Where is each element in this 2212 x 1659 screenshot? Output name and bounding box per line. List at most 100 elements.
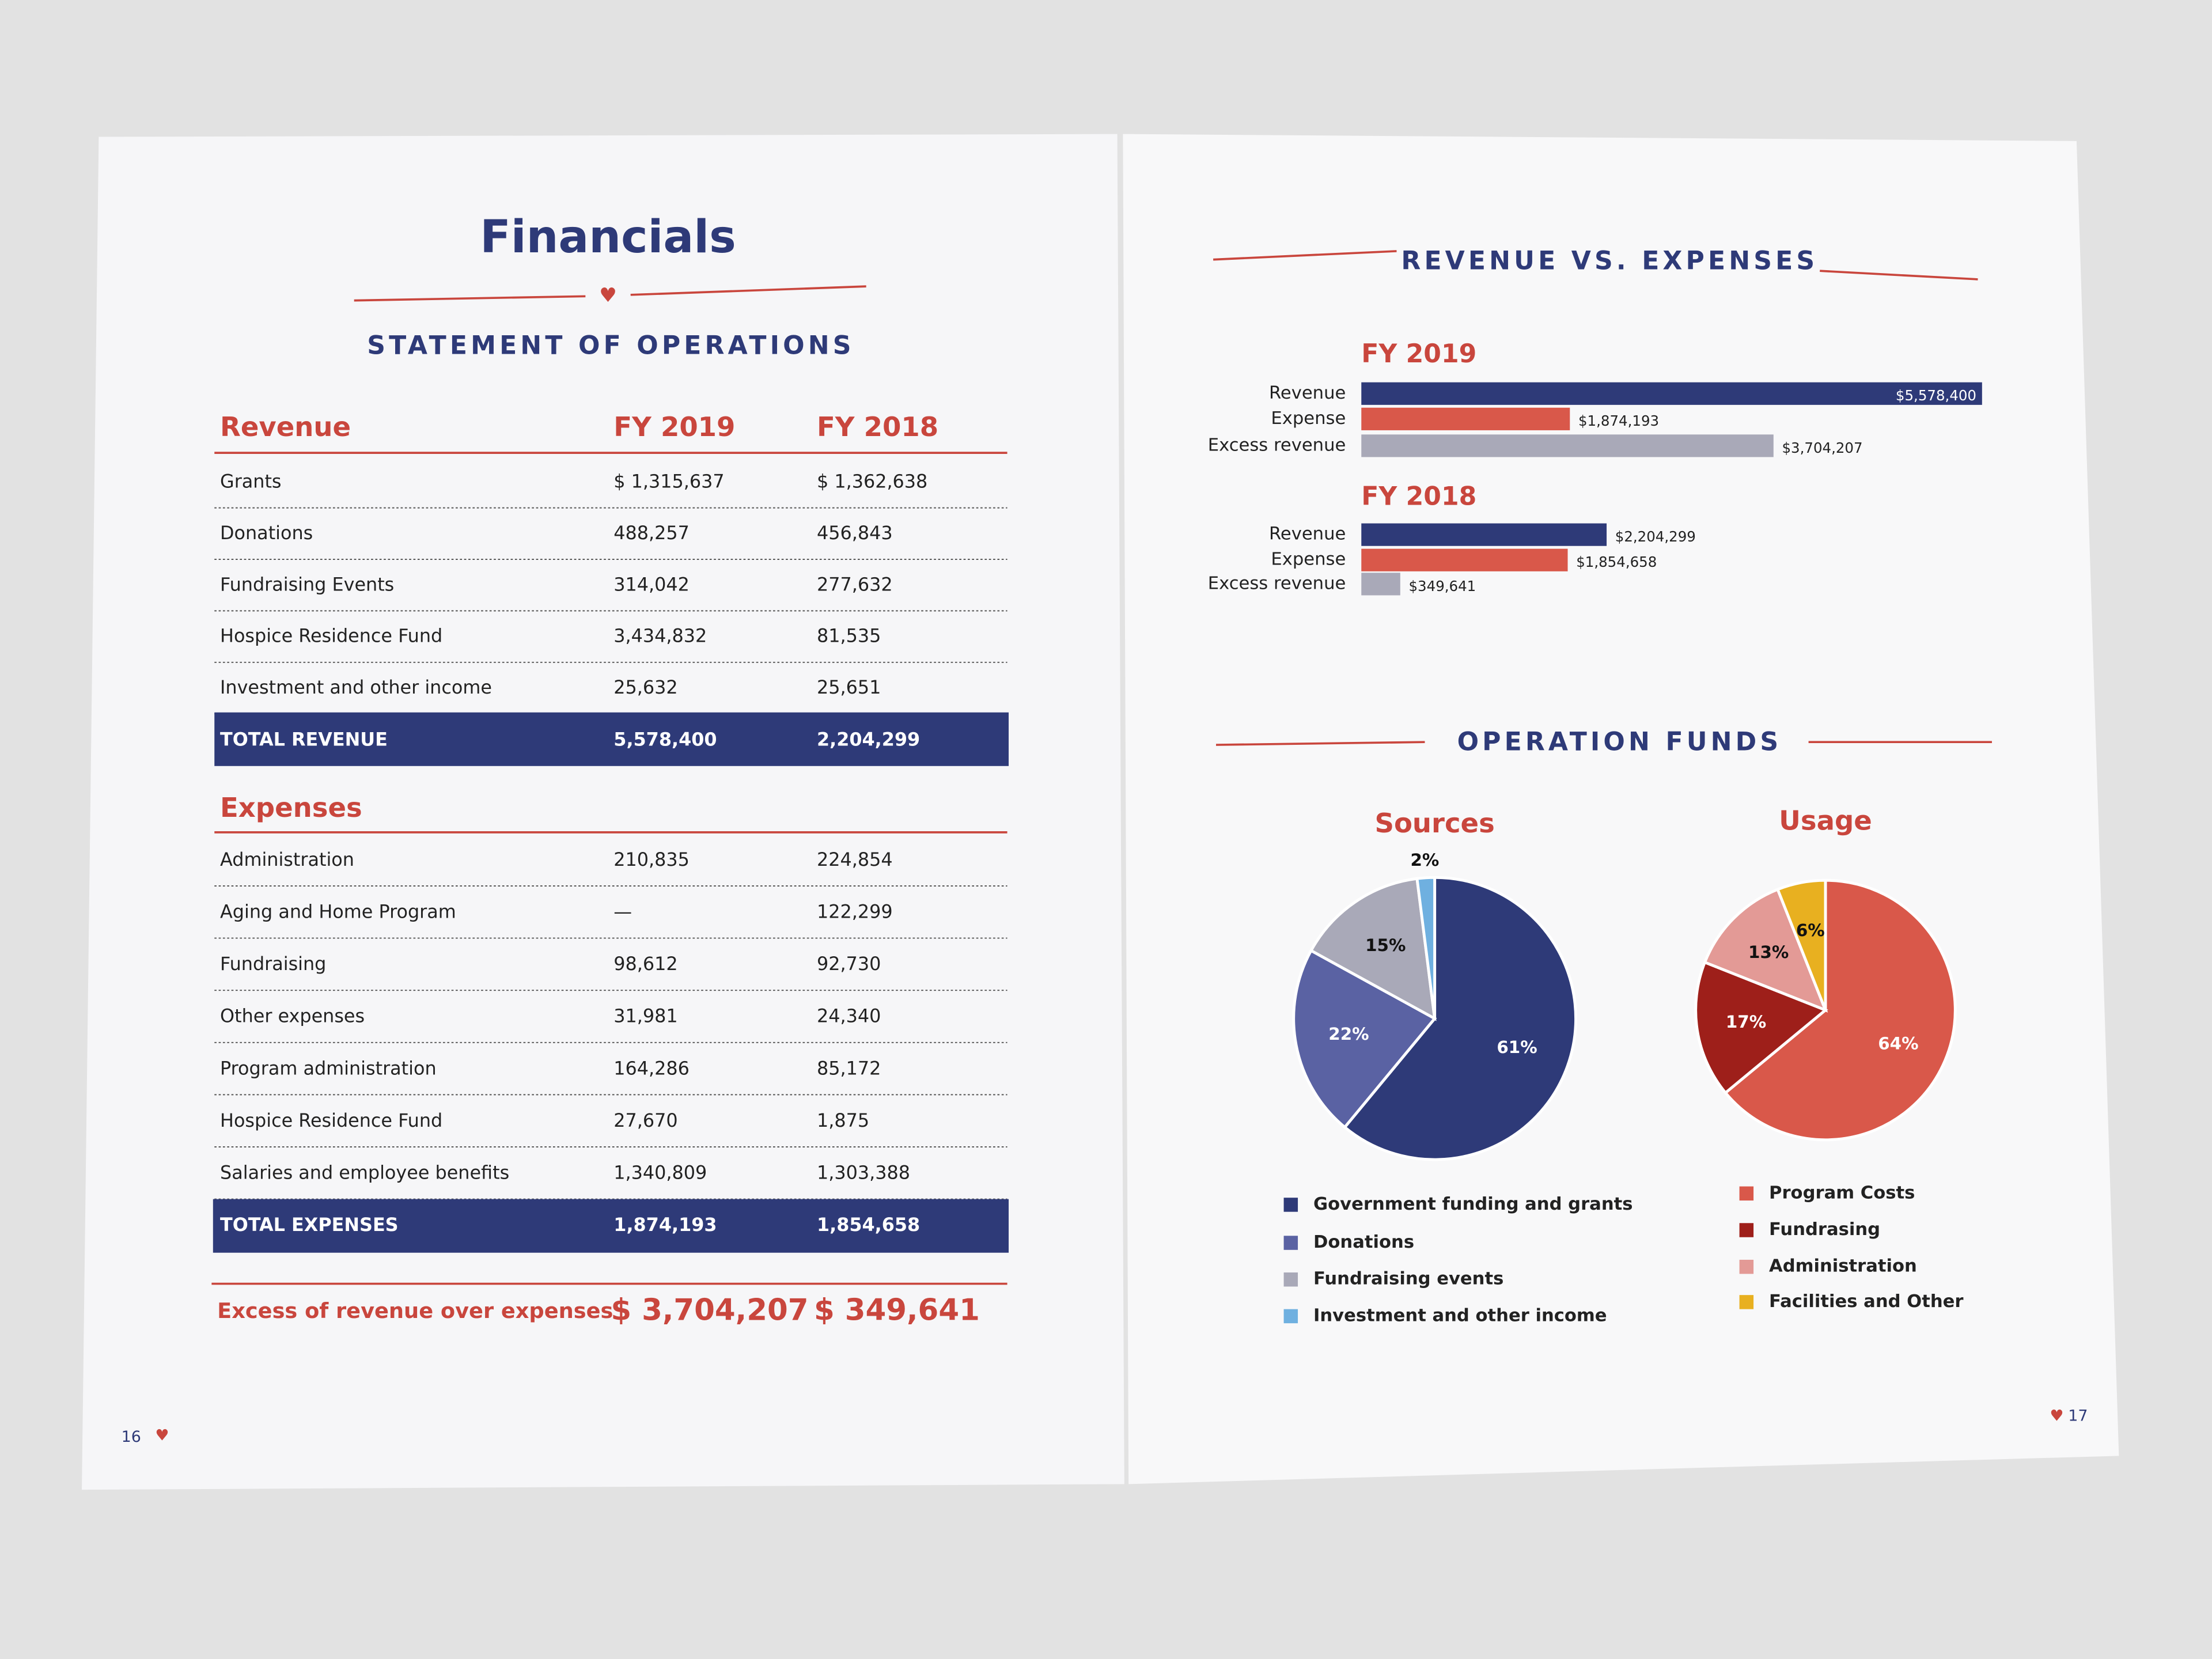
table-cell: 122,299 bbox=[817, 900, 893, 922]
legend-swatch bbox=[1283, 1272, 1298, 1287]
table-cell: Administration bbox=[220, 849, 354, 870]
total-row bbox=[214, 712, 1009, 766]
value-label: $349,641 bbox=[1408, 578, 1476, 594]
table-cell: Aging and Home Program bbox=[220, 900, 456, 922]
table-cell: 24,340 bbox=[817, 1005, 881, 1027]
column-header: Revenue bbox=[220, 411, 351, 442]
legend-label: Administration bbox=[1769, 1256, 1917, 1277]
excess-cell: Excess of revenue over expenses bbox=[217, 1298, 613, 1323]
table-cell: 27,670 bbox=[613, 1109, 677, 1131]
legend-swatch bbox=[1739, 1295, 1754, 1309]
page-number: 17 bbox=[2068, 1407, 2088, 1425]
pie-label: 2% bbox=[1410, 850, 1439, 870]
total-cell: 2,204,299 bbox=[817, 729, 920, 751]
table-cell: 314,042 bbox=[613, 573, 690, 595]
column-header: FY 2019 bbox=[613, 411, 735, 442]
value-label: $5,578,400 bbox=[1896, 387, 1976, 404]
value-label: $1,854,658 bbox=[1576, 554, 1657, 570]
legend-label: Fundrasing bbox=[1769, 1219, 1880, 1240]
pie-slice bbox=[1694, 960, 1828, 1095]
pie-slice bbox=[1343, 876, 1577, 1161]
page-title: Financials bbox=[480, 211, 736, 263]
table-cell: 1,303,388 bbox=[817, 1162, 910, 1184]
legend-label: Government funding and grants bbox=[1313, 1194, 1633, 1214]
heart-icon: ♥ bbox=[2050, 1407, 2063, 1425]
total-cell: TOTAL EXPENSES bbox=[220, 1214, 399, 1236]
table-cell: $ 1,362,638 bbox=[817, 471, 927, 493]
table-cell: 31,981 bbox=[613, 1005, 677, 1027]
section-title: REVENUE VS. EXPENSES bbox=[1401, 247, 1818, 276]
pie-slice bbox=[1415, 876, 1437, 1019]
legend-swatch bbox=[1283, 1198, 1298, 1212]
section-title: STATEMENT OF OPERATIONS bbox=[367, 331, 854, 360]
excess-cell: $ 349,641 bbox=[814, 1293, 980, 1328]
table-cell: 456,843 bbox=[817, 522, 893, 544]
legend-swatch bbox=[1739, 1223, 1754, 1237]
pie-slice bbox=[1703, 887, 1828, 1013]
total-cell: TOTAL REVENUE bbox=[220, 729, 388, 751]
table-cell: Investment and other income bbox=[220, 676, 492, 698]
table-cell: 25,651 bbox=[817, 676, 881, 698]
pie-label: 22% bbox=[1328, 1024, 1369, 1044]
rule bbox=[1213, 250, 1397, 261]
table-cell: Fundraising Events bbox=[220, 573, 394, 595]
legend-label: Investment and other income bbox=[1313, 1305, 1607, 1325]
pie-slice bbox=[1775, 878, 1827, 1011]
legend-label: Facilities and Other bbox=[1769, 1291, 1963, 1312]
table-cell: 3,434,832 bbox=[613, 625, 707, 647]
heart-icon: ♥ bbox=[599, 284, 617, 307]
bar-label: Expense bbox=[1271, 550, 1346, 570]
rule bbox=[354, 295, 586, 302]
table-cell: Other expenses bbox=[220, 1005, 365, 1027]
bar bbox=[1361, 407, 1570, 430]
bar-label: Expense bbox=[1271, 408, 1346, 429]
pie-label: 64% bbox=[1878, 1033, 1918, 1053]
table-cell: 81,535 bbox=[817, 625, 881, 647]
pie-label: 13% bbox=[1748, 942, 1789, 962]
bar bbox=[1361, 382, 1982, 405]
table-cell: 164,286 bbox=[613, 1057, 690, 1079]
table-cell: 224,854 bbox=[817, 849, 893, 870]
legend-swatch bbox=[1283, 1236, 1298, 1250]
pie-label: 17% bbox=[1726, 1012, 1766, 1032]
heart-icon: ♥ bbox=[155, 1427, 169, 1445]
bar bbox=[1361, 523, 1607, 546]
pie-label: 15% bbox=[1365, 935, 1406, 955]
pie-label: 6% bbox=[1796, 921, 1825, 940]
table-cell: Program administration bbox=[220, 1057, 437, 1079]
bar bbox=[1361, 434, 1774, 457]
left-page bbox=[82, 134, 1124, 1490]
pie-slice bbox=[1723, 878, 1957, 1142]
table-cell: 210,835 bbox=[613, 849, 690, 870]
table-cell: $ 1,315,637 bbox=[613, 471, 724, 493]
rule bbox=[1820, 270, 1978, 281]
table-cell: 92,730 bbox=[817, 953, 881, 975]
bar-label: Revenue bbox=[1269, 383, 1346, 403]
value-label: $2,204,299 bbox=[1615, 528, 1696, 545]
chart-title: Usage bbox=[1779, 805, 1872, 836]
total-cell: 1,854,658 bbox=[817, 1214, 920, 1236]
table-cell: — bbox=[613, 900, 632, 922]
table-cell: 488,257 bbox=[613, 522, 690, 544]
table-cell: 85,172 bbox=[817, 1057, 881, 1079]
legend-label: Donations bbox=[1313, 1232, 1414, 1252]
table-cell: 1,340,809 bbox=[613, 1162, 707, 1184]
rule bbox=[630, 285, 866, 296]
legend-swatch bbox=[1739, 1259, 1754, 1274]
legend-swatch bbox=[1739, 1186, 1754, 1201]
table-cell: 98,612 bbox=[613, 953, 677, 975]
bar-label: Revenue bbox=[1269, 524, 1346, 544]
table-cell: 1,875 bbox=[817, 1109, 869, 1131]
total-row bbox=[213, 1199, 1009, 1253]
legend-label: Program Costs bbox=[1769, 1183, 1915, 1203]
pie-label: 61% bbox=[1497, 1037, 1537, 1057]
table-cell: Salaries and employee benefits bbox=[220, 1162, 509, 1184]
section-title: OPERATION FUNDS bbox=[1457, 728, 1782, 757]
rule bbox=[1215, 741, 1425, 746]
page-number: 16 bbox=[122, 1428, 141, 1446]
excess-cell: $ 3,704,207 bbox=[611, 1293, 808, 1328]
table-cell: Fundraising bbox=[220, 953, 326, 975]
bar bbox=[1361, 548, 1568, 571]
pie-slice bbox=[1292, 948, 1437, 1130]
